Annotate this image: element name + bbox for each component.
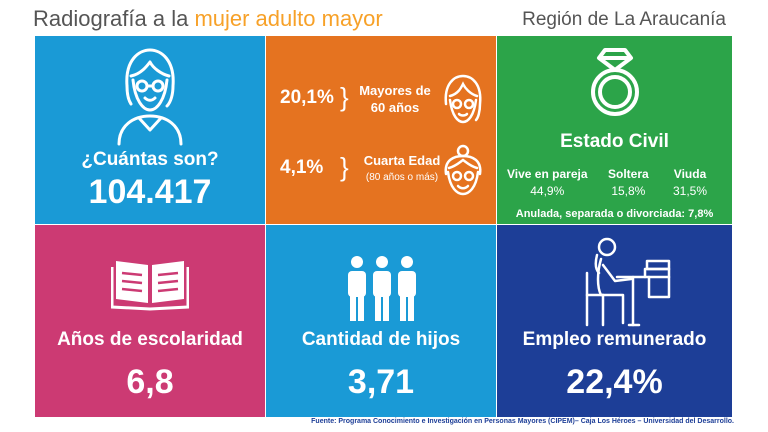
title-prefix: Radiografía a la bbox=[33, 6, 195, 31]
employment-label: Empleo remunerado bbox=[522, 329, 707, 350]
open-book-icon bbox=[111, 261, 189, 311]
civil-footer: Anulada, separada o divorciada: 7,8% bbox=[515, 208, 714, 220]
brace-icon: } bbox=[340, 82, 349, 112]
people-icon bbox=[348, 256, 416, 321]
tile-civil-status: Estado Civil Vive en pareja 44,9% Solter… bbox=[497, 36, 732, 224]
count-label: ¿Cuántas son? bbox=[81, 149, 219, 170]
page-title: Radiografía a la mujer adulto mayor bbox=[33, 6, 383, 32]
over60-label: Mayores de 60 años bbox=[359, 83, 431, 115]
children-label: Cantidad de hijos bbox=[301, 329, 461, 350]
age-row-fourth: 4,1% } Cuarta Edad (80 años o más) bbox=[266, 140, 496, 200]
brace-icon: } bbox=[340, 152, 349, 182]
fourth-age-label: Cuarta Edad (80 años o más) bbox=[363, 153, 441, 183]
civil-item-soltera: Soltera 15,8% bbox=[608, 167, 649, 198]
region-label: Región de La Araucanía bbox=[522, 9, 726, 30]
elderly-woman-icon bbox=[117, 48, 183, 146]
over60-value: 20,1% bbox=[280, 87, 334, 108]
civil-item-viuda: Viuda 31,5% bbox=[673, 167, 708, 198]
elderly-woman-face-icon bbox=[444, 74, 482, 124]
tile-employment: Empleo remunerado 22,4% bbox=[497, 225, 732, 417]
tile-age: 20,1% } Mayores de 60 años 4,1% } Cuarta… bbox=[266, 36, 496, 224]
source-note: Fuente: Programa Conocimiento e Investig… bbox=[311, 418, 734, 425]
civil-item-pareja: Vive en pareja 44,9% bbox=[507, 167, 588, 198]
title-highlight: mujer adulto mayor bbox=[194, 6, 383, 31]
count-value: 104.417 bbox=[88, 173, 212, 211]
schooling-value: 6,8 bbox=[126, 363, 174, 401]
fourth-age-value: 4,1% bbox=[280, 157, 324, 178]
schooling-label: Años de escolaridad bbox=[57, 329, 243, 350]
tile-children: Cantidad de hijos 3,71 bbox=[266, 225, 496, 417]
children-value: 3,71 bbox=[347, 363, 415, 401]
ring-icon bbox=[591, 48, 639, 116]
employment-value: 22,4% bbox=[566, 363, 663, 401]
woman-at-desk-icon bbox=[585, 237, 671, 327]
age-row-over60: 20,1% } Mayores de 60 años bbox=[266, 70, 496, 130]
tile-schooling: Años de escolaridad 6,8 bbox=[35, 225, 265, 417]
tile-count: ¿Cuántas son? 104.417 bbox=[35, 36, 265, 224]
civil-title: Estado Civil bbox=[560, 131, 669, 152]
elderly-woman-bun-icon bbox=[444, 144, 482, 196]
